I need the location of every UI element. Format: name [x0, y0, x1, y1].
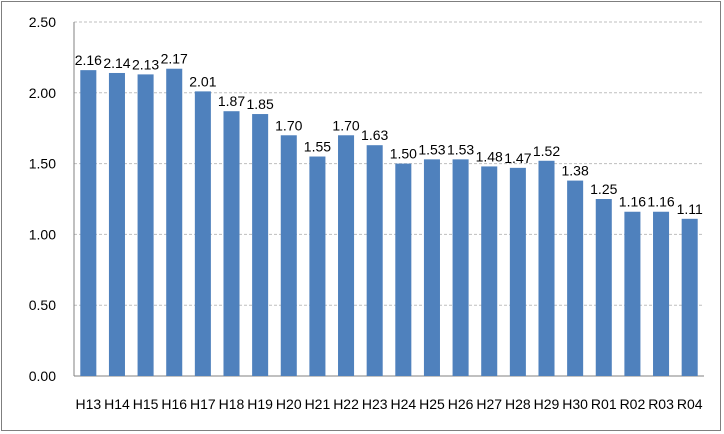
x-tick-label: H21 [305, 396, 331, 412]
data-label: 1.87 [218, 93, 245, 109]
data-label: 1.63 [361, 127, 388, 143]
bar [80, 70, 97, 377]
data-label: 1.55 [304, 139, 331, 155]
x-tick-label: R02 [620, 396, 646, 412]
x-tick-label: H14 [104, 396, 130, 412]
y-tick-label: 1.50 [29, 156, 56, 172]
x-tick-label: H22 [333, 396, 359, 412]
bar [166, 68, 183, 376]
x-tick-label: R04 [677, 396, 703, 412]
data-label: 1.48 [476, 148, 503, 164]
x-tick-label: H30 [562, 396, 588, 412]
bar [423, 159, 440, 376]
bar [624, 211, 641, 376]
data-label: 2.16 [75, 52, 102, 68]
bar [653, 211, 670, 376]
data-label: 1.38 [562, 163, 589, 179]
x-tick-label: H25 [419, 396, 445, 412]
y-tick-label: 2.00 [29, 85, 56, 101]
bar [194, 91, 211, 376]
data-label: 1.70 [332, 117, 359, 133]
bar [452, 159, 469, 376]
x-tick-label: H26 [448, 396, 474, 412]
bar [681, 218, 698, 376]
bar [108, 72, 125, 376]
bar [223, 111, 240, 376]
data-label: 1.47 [504, 150, 531, 166]
x-tick-label: H29 [534, 396, 560, 412]
bar [395, 163, 412, 376]
x-tick-label: H28 [505, 396, 531, 412]
x-tick-label: R01 [591, 396, 617, 412]
x-tick-label: H13 [75, 396, 101, 412]
y-tick-label: 1.00 [29, 226, 56, 242]
data-label: 2.14 [103, 55, 130, 71]
data-label: 2.13 [132, 56, 159, 72]
x-tick-label: H24 [390, 396, 416, 412]
x-tick-label: H16 [161, 396, 187, 412]
bar [137, 74, 154, 376]
data-label: 1.25 [590, 181, 617, 197]
bar [309, 156, 326, 376]
bar [252, 114, 269, 376]
data-label: 1.50 [390, 146, 417, 162]
bar [595, 199, 612, 376]
data-label: 1.53 [418, 141, 445, 157]
y-tick-label: 0.00 [29, 368, 56, 384]
data-label: 1.11 [677, 201, 703, 217]
y-tick-label: 0.50 [29, 297, 56, 313]
data-label: 1.52 [533, 143, 560, 159]
bar [481, 166, 498, 376]
data-label: 1.16 [647, 194, 674, 210]
bar [280, 135, 297, 376]
data-label: 1.53 [447, 141, 474, 157]
x-tick-label: H23 [362, 396, 388, 412]
y-tick-label: 2.50 [29, 14, 56, 30]
data-label: 1.70 [275, 117, 302, 133]
data-label: 2.01 [189, 73, 216, 89]
x-tick-label: H27 [476, 396, 502, 412]
data-label: 1.85 [247, 96, 274, 112]
x-tick-label: H19 [247, 396, 273, 412]
bar [366, 145, 383, 376]
x-tick-label: H20 [276, 396, 302, 412]
bar [567, 180, 584, 376]
x-tick-label: H18 [219, 396, 245, 412]
x-tick-label: H15 [133, 396, 159, 412]
x-tick-label: R03 [648, 396, 674, 412]
data-label: 2.17 [161, 51, 188, 67]
data-label: 1.16 [619, 194, 646, 210]
x-tick-label: H17 [190, 396, 216, 412]
bar [538, 160, 555, 376]
bar [338, 135, 355, 376]
bar [509, 167, 526, 376]
